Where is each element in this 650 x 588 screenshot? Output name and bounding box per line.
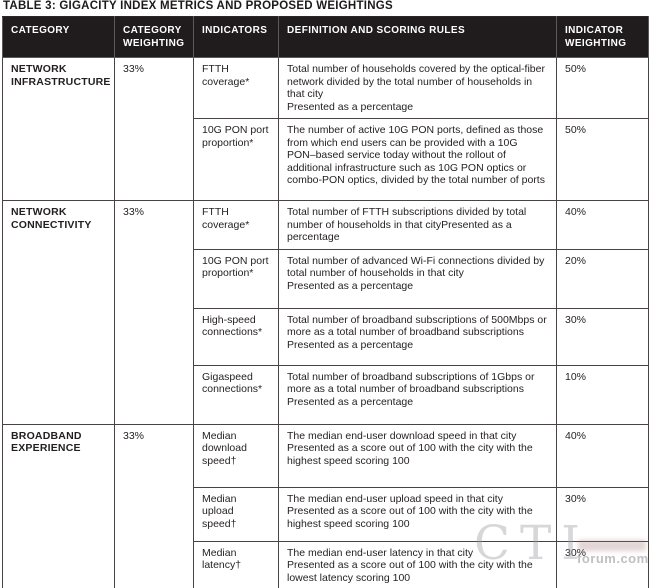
indicator-cell: High-speed connections* — [193, 307, 279, 366]
category-weighting-cell: 33% — [114, 57, 194, 201]
table-header-row: CATEGORY CATEGORY WEIGHTING INDICATORS D… — [2, 16, 649, 58]
table-row: Gigaspeed connections* Total number of b… — [3, 364, 649, 425]
definition-cell: The median end-user download speed in th… — [278, 423, 557, 488]
definition-cell: The median end-user latency in that city… — [278, 540, 557, 588]
table-title: TABLE 3: GIGACITY INDEX METRICS AND PROP… — [3, 0, 393, 12]
table-row: BROADBAND EXPERIENCE 33% Median download… — [2, 423, 649, 588]
definition-cell: Total number of FTTH subscriptions divid… — [278, 200, 557, 250]
indicator-cell: Median latency† — [193, 540, 279, 588]
indicator-cell: FTTH coverage* — [193, 57, 279, 119]
table-row: Median upload speed† The median end-user… — [3, 486, 649, 542]
column-header-indicators: INDICATORS — [193, 16, 279, 58]
table-row: NETWORK INFRASTRUCTURE 33% FTTH coverage… — [2, 57, 649, 201]
indicator-cell: Gigaspeed connections* — [193, 364, 279, 425]
category-weighting-cell: 33% — [114, 200, 194, 425]
definition-cell: Total number of broadband subscriptions … — [278, 307, 557, 366]
indicator-weighting-cell: 40% — [556, 200, 649, 250]
category-cell: BROADBAND EXPERIENCE — [2, 423, 115, 588]
gigacity-index-table: CATEGORY CATEGORY WEIGHTING INDICATORS D… — [2, 16, 649, 588]
category-cell: NETWORK CONNECTIVITY — [2, 200, 115, 425]
indicator-weighting-cell: 50% — [556, 57, 649, 119]
category-cell: NETWORK INFRASTRUCTURE — [2, 57, 115, 201]
definition-cell: The number of active 10G PON ports, defi… — [278, 118, 557, 201]
definition-cell: Total number of households covered by th… — [278, 57, 557, 119]
column-header-indicator-weighting: INDICATOR WEIGHTING — [556, 16, 649, 58]
indicator-cell: Median download speed† — [193, 423, 279, 488]
table-row: High-speed connections* Total number of … — [3, 307, 649, 366]
table-row: NETWORK CONNECTIVITY 33% FTTH coverage* … — [2, 200, 649, 425]
definition-cell: Total number of broadband subscriptions … — [278, 364, 557, 425]
column-header-definition: DEFINITION AND SCORING RULES — [278, 16, 557, 58]
column-header-category-weighting: CATEGORY WEIGHTING — [114, 16, 194, 58]
category-weighting-cell: 33% — [114, 423, 194, 588]
indicator-cell: 10G PON port proportion* — [193, 118, 279, 201]
table-row: 10G PON port proportion* The number of a… — [3, 118, 649, 201]
indicator-cell: FTTH coverage* — [193, 200, 279, 250]
table-row: Median latency† The median end-user late… — [3, 540, 649, 588]
table-row: 10G PON port proportion* Total number of… — [3, 248, 649, 309]
indicator-weighting-cell: 30% — [556, 307, 649, 366]
indicator-cell: Median upload speed† — [193, 486, 279, 542]
indicator-weighting-cell: 40% — [556, 423, 649, 488]
indicator-weighting-cell: 20% — [556, 248, 649, 309]
indicator-weighting-cell: 30% — [556, 486, 649, 542]
indicator-weighting-cell: 10% — [556, 364, 649, 425]
definition-cell: The median end-user upload speed in that… — [278, 486, 557, 542]
indicator-cell: 10G PON port proportion* — [193, 248, 279, 309]
column-header-category: CATEGORY — [2, 16, 115, 58]
indicator-weighting-cell: 50% — [556, 118, 649, 201]
definition-cell: Total number of advanced Wi-Fi connectio… — [278, 248, 557, 309]
indicator-weighting-cell: 30% — [556, 540, 649, 588]
